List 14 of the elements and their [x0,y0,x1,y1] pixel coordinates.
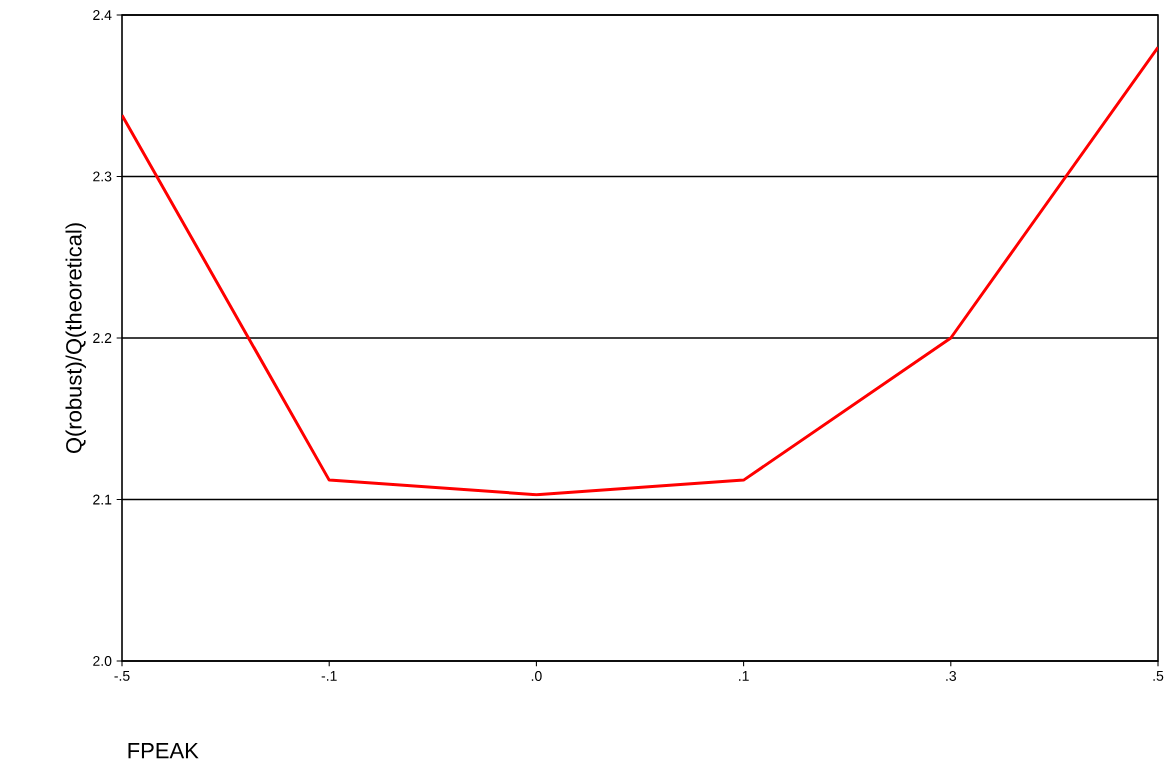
x-tick-label: .0 [531,671,542,681]
x-tick-label: .3 [946,671,957,681]
x-tick-label: -.1 [321,671,337,681]
y-tick-label: 2.1 [93,494,112,505]
x-axis-title: FPEAK [128,743,199,759]
x-tick-label: .5 [1153,671,1164,681]
x-tick-label: .1 [739,671,749,681]
y-tick-label: 2.4 [93,10,112,20]
y-tick-label: 2.0 [93,656,112,666]
y-tick-label: 2.3 [93,171,112,182]
y-tick-label: 2.2 [93,333,112,343]
x-tick-label: -.5 [114,671,130,681]
y-axis-title: Q(robust)/Q(theoretical) [65,223,87,454]
line-series [122,45,1158,497]
